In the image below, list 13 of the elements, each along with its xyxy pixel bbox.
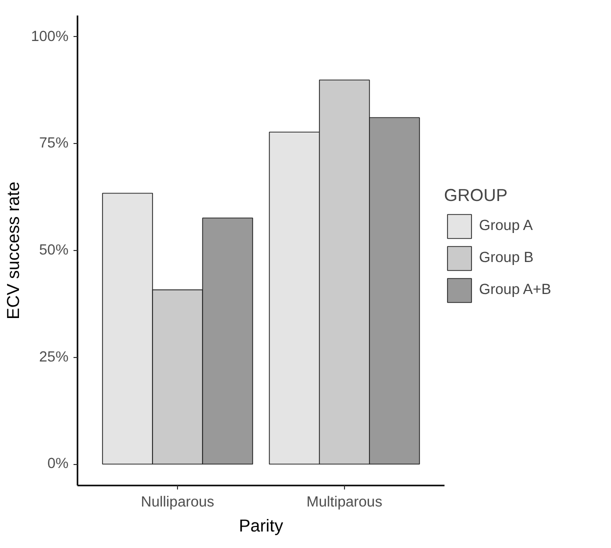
y-axis-title: ECV success rate [3, 182, 24, 320]
y-tick-label: 100% [31, 28, 69, 45]
x-tick-label: Nulliparous [140, 494, 214, 510]
legend-label: Group A [479, 218, 533, 234]
legend-title: GROUP [444, 185, 509, 206]
x-tick-label: Multiparous [306, 494, 382, 510]
y-tick-label: 50% [39, 242, 69, 258]
legend-label: Group A+B [479, 282, 552, 298]
y-tick-label: 0% [47, 456, 69, 472]
x-axis-title: Parity [238, 516, 284, 536]
y-tick-label: 75% [39, 136, 69, 152]
y-tick-label: 25% [39, 349, 69, 366]
legend-label: Group B [479, 250, 534, 266]
